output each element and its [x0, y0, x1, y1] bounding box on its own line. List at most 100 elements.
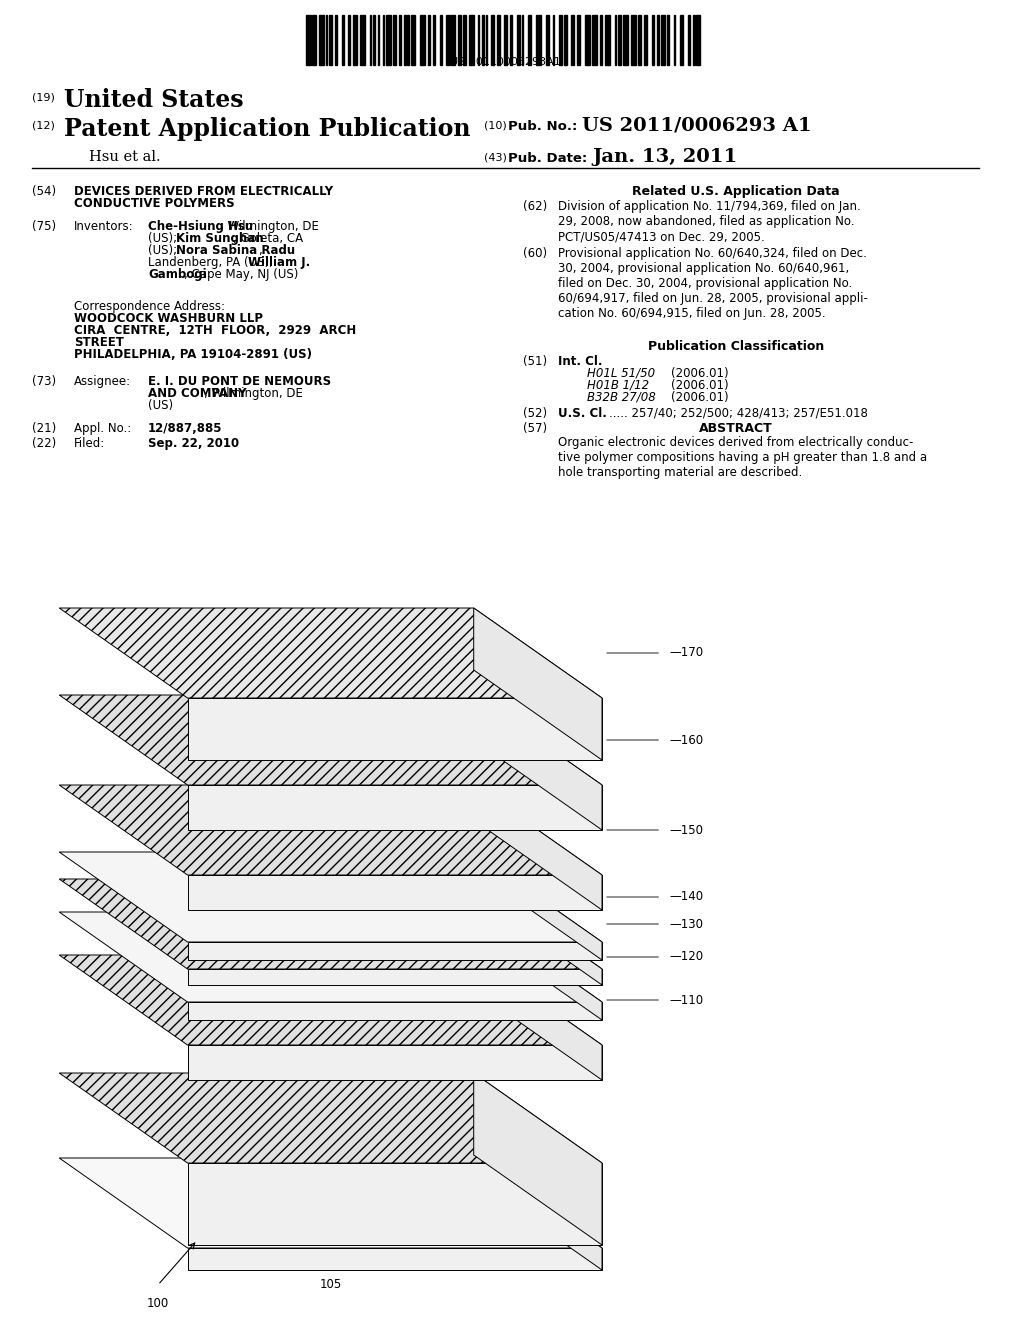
Text: —150: —150 — [669, 824, 703, 837]
Text: (US): (US) — [148, 399, 173, 412]
Text: (22): (22) — [32, 437, 56, 450]
Bar — [688, 15, 690, 65]
Bar — [517, 15, 520, 65]
Text: —170: —170 — [669, 647, 703, 660]
Text: , Cape May, NJ (US): , Cape May, NJ (US) — [184, 268, 298, 281]
Text: ..... 257/40; 252/500; 428/413; 257/E51.018: ..... 257/40; 252/500; 428/413; 257/E51.… — [609, 407, 867, 420]
Bar — [408, 15, 409, 65]
Text: Sep. 22, 2010: Sep. 22, 2010 — [148, 437, 240, 450]
Text: Hsu et al.: Hsu et al. — [89, 150, 161, 164]
Bar — [564, 15, 567, 65]
Bar — [504, 15, 507, 65]
Bar — [510, 15, 512, 65]
Text: AND COMPANY: AND COMPANY — [148, 387, 247, 400]
Text: Patent Application Publication: Patent Application Publication — [65, 117, 471, 141]
Text: (19): (19) — [32, 92, 54, 102]
Polygon shape — [187, 969, 602, 985]
Text: (21): (21) — [32, 422, 56, 436]
Text: William J.: William J. — [248, 256, 310, 269]
Polygon shape — [59, 1158, 602, 1247]
Bar — [485, 15, 487, 65]
Polygon shape — [59, 954, 602, 1045]
Text: Che-Hsiung Hsu: Che-Hsiung Hsu — [148, 220, 253, 234]
Text: —140: —140 — [669, 891, 703, 903]
Text: Organic electronic devices derived from electrically conduc-
tive polymer compos: Organic electronic devices derived from … — [558, 436, 927, 479]
Bar — [600, 15, 602, 65]
Bar — [319, 15, 324, 65]
Polygon shape — [187, 1002, 602, 1020]
Polygon shape — [187, 1163, 602, 1245]
Bar — [553, 15, 554, 65]
Text: (2006.01): (2006.01) — [671, 367, 729, 380]
Text: Landenberg, PA (US);: Landenberg, PA (US); — [148, 256, 276, 269]
Bar — [652, 15, 654, 65]
Text: CIRA  CENTRE,  12TH  FLOOR,  2929  ARCH: CIRA CENTRE, 12TH FLOOR, 2929 ARCH — [74, 323, 356, 337]
Text: Appl. No.:: Appl. No.: — [74, 422, 131, 436]
Text: Jan. 13, 2011: Jan. 13, 2011 — [592, 148, 737, 166]
Bar — [463, 15, 466, 65]
Text: (52): (52) — [523, 407, 547, 420]
Bar — [559, 15, 562, 65]
Polygon shape — [187, 942, 602, 960]
Text: (43): (43) — [483, 152, 507, 162]
Polygon shape — [59, 785, 602, 875]
Text: Kim Sunghan: Kim Sunghan — [176, 232, 264, 246]
Bar — [433, 15, 435, 65]
Polygon shape — [59, 609, 602, 698]
Bar — [353, 15, 356, 65]
Text: CONDUCTIVE POLYMERS: CONDUCTIVE POLYMERS — [74, 197, 234, 210]
Polygon shape — [59, 696, 602, 785]
Bar — [674, 15, 675, 65]
Polygon shape — [474, 954, 602, 1080]
Text: H01B 1/12: H01B 1/12 — [587, 379, 649, 392]
Text: Division of application No. 11/794,369, filed on Jan.
29, 2008, now abandoned, f: Division of application No. 11/794,369, … — [558, 201, 860, 243]
Bar — [399, 15, 400, 65]
Text: Publication Classification: Publication Classification — [648, 341, 824, 352]
Bar — [605, 15, 610, 65]
Polygon shape — [474, 785, 602, 909]
Bar — [383, 15, 384, 65]
Bar — [578, 15, 581, 65]
Bar — [570, 15, 573, 65]
Polygon shape — [187, 785, 602, 830]
Text: STREET: STREET — [74, 337, 124, 348]
Text: Provisional application No. 60/640,324, filed on Dec.
30, 2004, provisional appl: Provisional application No. 60/640,324, … — [558, 247, 867, 319]
Bar — [477, 15, 479, 65]
Polygon shape — [474, 696, 602, 830]
Bar — [326, 15, 328, 65]
Bar — [537, 15, 542, 65]
Bar — [469, 15, 474, 65]
Text: —160: —160 — [669, 734, 703, 747]
Text: —130: —130 — [669, 917, 703, 931]
Text: Filed:: Filed: — [74, 437, 105, 450]
Text: (54): (54) — [32, 185, 55, 198]
Text: 105: 105 — [319, 1278, 342, 1291]
Text: , Goleta, CA: , Goleta, CA — [232, 232, 303, 246]
Bar — [546, 15, 550, 65]
Bar — [348, 15, 350, 65]
Bar — [618, 15, 622, 65]
Text: —120: —120 — [669, 950, 703, 964]
Text: 100: 100 — [146, 1298, 169, 1309]
Text: U.S. Cl.: U.S. Cl. — [558, 407, 606, 420]
Text: Pub. No.:: Pub. No.: — [508, 120, 578, 133]
Text: (60): (60) — [523, 247, 547, 260]
Bar — [342, 15, 343, 65]
Bar — [528, 15, 531, 65]
Polygon shape — [187, 875, 602, 909]
Bar — [623, 15, 628, 65]
Bar — [404, 15, 406, 65]
Text: Gambogi: Gambogi — [148, 268, 207, 281]
Bar — [680, 15, 683, 65]
Text: , Wilmington, DE: , Wilmington, DE — [205, 387, 303, 400]
Text: Assignee:: Assignee: — [74, 375, 131, 388]
Bar — [370, 15, 372, 65]
Bar — [359, 15, 365, 65]
Bar — [440, 15, 441, 65]
Bar — [696, 15, 699, 65]
Text: H01L 51/50: H01L 51/50 — [587, 367, 655, 380]
Bar — [386, 15, 391, 65]
Text: Correspondence Address:: Correspondence Address: — [74, 300, 225, 313]
Text: (12): (12) — [32, 120, 54, 129]
Polygon shape — [59, 912, 602, 1002]
